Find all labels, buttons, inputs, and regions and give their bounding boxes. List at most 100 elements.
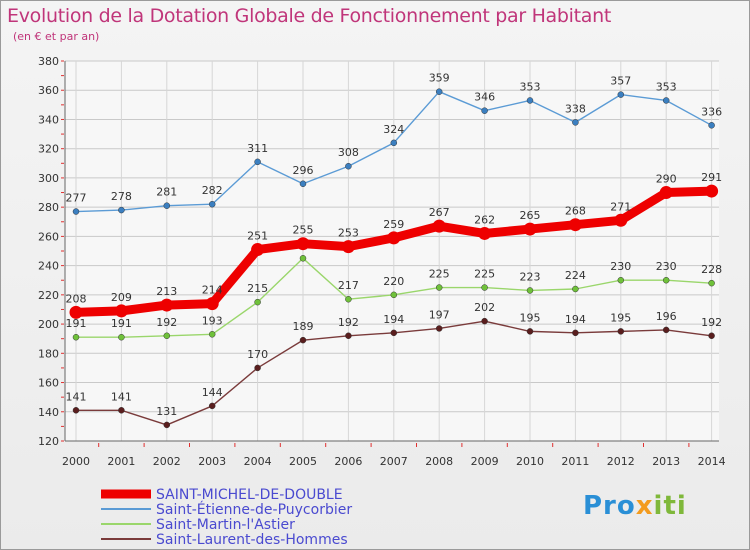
data-label: 215: [247, 282, 268, 295]
data-label: 324: [383, 123, 404, 136]
data-point: [208, 200, 216, 208]
y-tick-label: 360: [38, 84, 59, 97]
y-tick-label: 340: [38, 113, 59, 126]
data-point: [435, 325, 443, 332]
data-point: [114, 304, 128, 318]
data-label: 193: [202, 314, 223, 327]
legend: SAINT-MICHEL-DE-DOUBLESaint-Étienne-de-P…: [101, 487, 352, 548]
data-label: 311: [247, 142, 268, 155]
x-tick-label: 2000: [62, 455, 90, 468]
data-label: 357: [610, 75, 631, 88]
legend-label: Saint-Martin-l'Astier: [156, 517, 295, 533]
data-label: 267: [429, 206, 450, 219]
data-label: 346: [474, 91, 495, 104]
data-label: 268: [565, 205, 586, 218]
data-label: 220: [383, 275, 404, 288]
data-point: [568, 218, 582, 232]
data-point: [163, 332, 171, 340]
data-label: 141: [66, 390, 87, 403]
data-point: [72, 333, 80, 341]
data-point: [205, 297, 219, 311]
data-label: 217: [338, 279, 359, 292]
data-label: 359: [429, 72, 450, 85]
data-point: [163, 421, 171, 429]
data-point: [160, 298, 174, 312]
data-label: 209: [111, 291, 132, 304]
data-point: [254, 364, 261, 372]
data-label: 278: [111, 190, 132, 203]
chart-subtitle: (en € et par an): [13, 30, 100, 43]
data-point: [251, 243, 265, 257]
data-point: [72, 208, 80, 215]
x-tick-label: 2011: [561, 455, 589, 468]
data-point: [208, 402, 216, 410]
y-tick-label: 260: [38, 230, 59, 243]
data-point: [345, 332, 352, 340]
data-label: 191: [111, 317, 132, 330]
data-point: [523, 222, 537, 236]
data-label: 192: [701, 316, 722, 329]
y-tick-label: 160: [38, 377, 59, 390]
data-label: 271: [610, 200, 631, 213]
data-label: 353: [656, 80, 677, 93]
data-point: [435, 88, 443, 95]
y-tick-label: 200: [38, 318, 59, 331]
data-point: [705, 184, 719, 198]
data-label: 308: [338, 146, 359, 159]
data-point: [254, 158, 261, 166]
data-point: [118, 206, 125, 214]
data-label: 253: [338, 227, 359, 240]
data-label: 262: [474, 213, 495, 226]
data-point: [526, 287, 534, 294]
data-label: 225: [474, 268, 495, 281]
data-label: 194: [383, 313, 404, 326]
data-point: [72, 407, 80, 414]
data-label: 131: [156, 405, 177, 418]
data-point: [662, 97, 670, 104]
y-tick-label: 220: [38, 289, 59, 302]
data-label: 223: [520, 270, 541, 283]
x-tick-label: 2004: [244, 455, 272, 468]
data-label: 251: [247, 230, 268, 243]
data-label: 230: [610, 260, 631, 273]
data-label: 277: [66, 192, 87, 205]
data-point: [390, 291, 398, 299]
data-point: [387, 231, 401, 245]
data-label: 228: [701, 263, 722, 276]
data-label: 290: [656, 173, 677, 186]
data-label: 214: [202, 284, 223, 297]
data-point: [163, 202, 171, 209]
data-point: [299, 336, 307, 344]
data-point: [662, 276, 670, 284]
data-point: [481, 284, 488, 291]
data-label: 336: [701, 105, 722, 118]
data-point: [617, 328, 625, 335]
x-tick-label: 2005: [289, 455, 317, 468]
y-tick-label: 140: [38, 406, 59, 419]
x-tick-label: 2002: [153, 455, 181, 468]
data-label: 194: [565, 313, 586, 326]
data-point: [345, 295, 352, 303]
data-point: [478, 226, 492, 240]
y-tick-label: 300: [38, 172, 59, 185]
data-label: 225: [429, 268, 450, 281]
data-point: [659, 186, 673, 200]
data-point: [69, 305, 83, 319]
data-label: 353: [520, 80, 541, 93]
proxiti-logo: Proxiti: [583, 491, 687, 521]
data-label: 338: [565, 102, 586, 115]
data-label: 197: [429, 308, 450, 321]
x-tick-label: 2012: [607, 455, 635, 468]
data-point: [708, 332, 715, 340]
data-label: 202: [474, 301, 495, 314]
x-tick-label: 2009: [471, 455, 499, 468]
x-tick-label: 2008: [425, 455, 453, 468]
data-label: 291: [701, 171, 722, 184]
data-point: [118, 407, 125, 414]
data-label: 195: [520, 311, 541, 324]
legend-label: SAINT-MICHEL-DE-DOUBLE: [156, 487, 343, 503]
data-label: 213: [156, 285, 177, 298]
data-label: 191: [66, 317, 87, 330]
data-point: [708, 279, 715, 287]
